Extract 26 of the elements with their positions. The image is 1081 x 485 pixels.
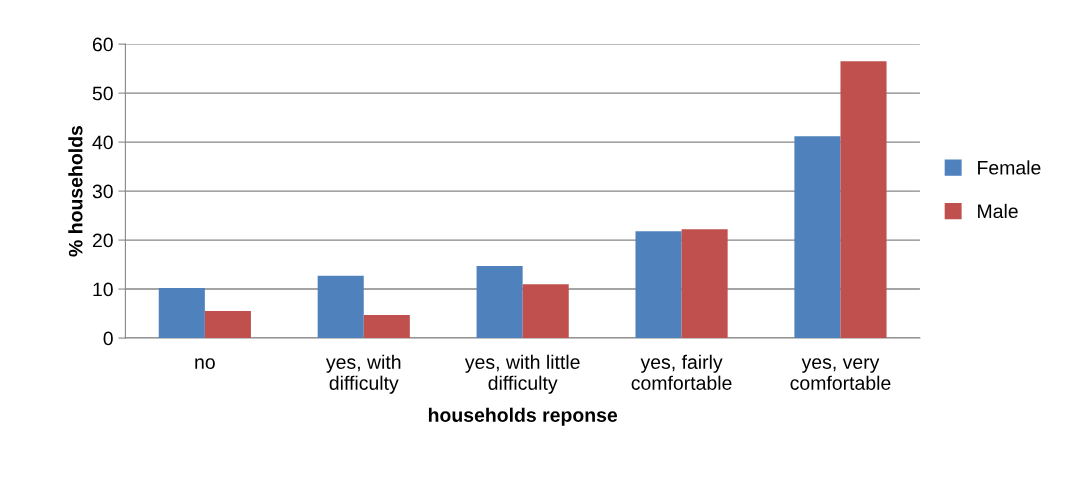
y-tick-label: 0	[103, 331, 113, 346]
y-tick-label: 50	[92, 86, 113, 101]
y-tick-label: 10	[93, 282, 113, 297]
y-tick-label: 60	[92, 37, 113, 52]
y-tick-label: 40	[92, 135, 113, 150]
legend-label: Male	[978, 203, 1018, 219]
legend-label: Female	[978, 160, 1041, 175]
bar	[635, 231, 682, 339]
x-tick-label: no	[195, 358, 215, 369]
x-tick-label: yes, very comfortable	[790, 358, 891, 390]
y-tick-label: 20	[92, 233, 113, 248]
bar	[794, 136, 841, 339]
bar	[317, 275, 364, 339]
x-tick-label: yes, with difficulty	[325, 354, 401, 394]
y-tick-label: 30	[92, 184, 113, 199]
x-tick-label: yes, fairly comfortable	[631, 354, 732, 390]
bar	[681, 229, 728, 339]
x-tick-label: yes, with little difficulty	[464, 354, 580, 394]
bar	[204, 311, 251, 339]
x-axis-title: households reponse	[428, 407, 618, 426]
bar	[363, 315, 410, 339]
y-axis-title: % households	[68, 125, 83, 257]
bar	[158, 288, 205, 339]
bar	[476, 266, 523, 339]
bar	[522, 284, 569, 339]
bar	[840, 61, 887, 339]
